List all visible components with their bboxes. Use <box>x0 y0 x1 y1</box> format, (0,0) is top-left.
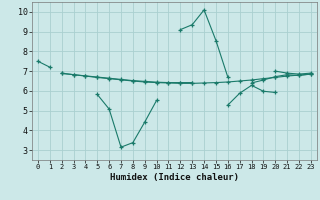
X-axis label: Humidex (Indice chaleur): Humidex (Indice chaleur) <box>110 173 239 182</box>
